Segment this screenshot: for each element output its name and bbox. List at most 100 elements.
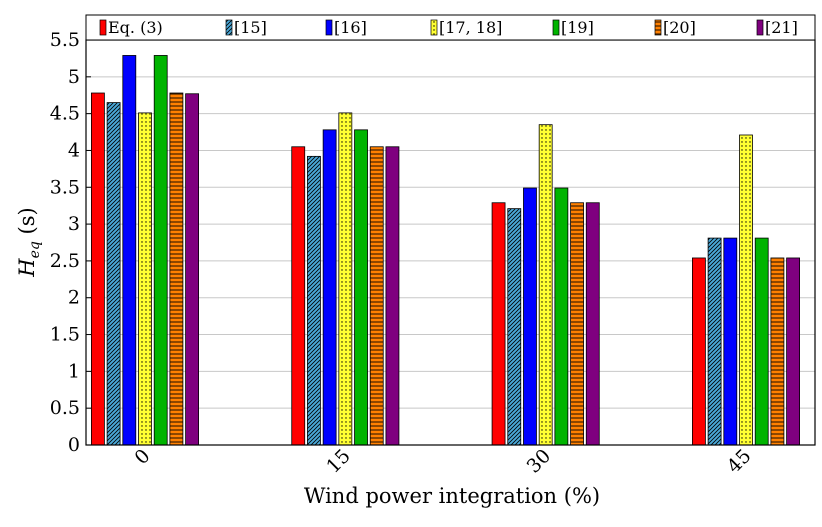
bar-fill <box>523 188 537 445</box>
bar <box>91 92 105 446</box>
legend-label: [20] <box>663 18 696 37</box>
y-tick-label: 4.5 <box>50 103 80 125</box>
bar-fill <box>492 202 506 445</box>
legend-item: [20] <box>654 18 696 37</box>
legend-swatch <box>326 20 332 35</box>
bar-pattern <box>570 202 584 445</box>
bar <box>385 146 400 446</box>
y-axis-title-unit: (s) <box>15 207 39 241</box>
bar <box>507 208 522 446</box>
bar-fill <box>554 188 568 445</box>
bar-fill <box>91 93 105 445</box>
bar-fill <box>154 55 168 446</box>
bar-fill <box>786 257 800 445</box>
legend-item: [16] <box>325 18 367 37</box>
grid-lines <box>86 76 815 409</box>
bar <box>692 257 706 446</box>
legend-swatch <box>553 20 559 35</box>
legend-item: [17, 18] <box>430 18 502 37</box>
y-tick-label: 5.5 <box>50 29 80 51</box>
bar-pattern <box>539 124 553 445</box>
bar <box>491 202 506 446</box>
y-tick-label: 1 <box>68 360 80 382</box>
legend-item: [19] <box>552 18 594 37</box>
y-tick-label: 1.5 <box>50 324 80 346</box>
bar-fill <box>723 238 737 445</box>
bar <box>739 134 753 446</box>
bar-pattern <box>739 134 753 445</box>
bar-fill <box>354 129 368 445</box>
y-axis-title: Heq (s) <box>15 207 43 277</box>
bar-pattern <box>307 156 321 445</box>
y-tick-label: 2 <box>68 287 80 309</box>
x-axis-title: Wind power integration (%) <box>304 484 600 508</box>
bar <box>538 124 553 446</box>
legend-swatch-outline <box>325 19 333 36</box>
legend-swatch-pattern <box>226 20 232 35</box>
legend-swatch <box>757 20 763 35</box>
legend-swatch-outline <box>99 19 107 36</box>
bar <box>723 237 738 446</box>
bar <box>523 187 537 446</box>
x-tick-label: 15 <box>322 445 355 478</box>
legend-swatch-outline <box>430 19 438 36</box>
axes: 0 0.5 1 1.5 2 2.5 3 3.5 4 4.5 5 5.5 0 15 30 45 <box>50 29 816 478</box>
bar-fill <box>122 55 136 446</box>
y-axis-title-symbol: H <box>15 258 39 278</box>
bar <box>369 146 384 446</box>
bar <box>322 129 337 446</box>
y-tick-label: 2.5 <box>50 250 80 272</box>
legend-swatch-pattern <box>431 20 437 35</box>
legend: Eq. (3) [15] [16] [17, 18] [19] [20] [21] <box>85 14 816 41</box>
bar <box>570 202 584 446</box>
bar <box>585 202 600 446</box>
legend-item: [15] <box>225 18 267 37</box>
legend-label: [19] <box>561 18 594 37</box>
y-tick-label: 4 <box>68 139 80 161</box>
bar <box>153 55 168 446</box>
legend-label: Eq. (3) <box>108 18 163 37</box>
legend-swatch-pattern <box>655 20 661 35</box>
bar-fill <box>323 129 337 445</box>
bar <box>122 55 137 446</box>
y-tick-label: 0 <box>68 434 80 456</box>
y-tick-label: 5 <box>68 66 80 88</box>
bar <box>707 237 722 446</box>
bar-fill <box>586 202 600 445</box>
y-tick-label: 3 <box>68 213 80 235</box>
bar-fill <box>755 238 769 445</box>
x-tick-label: 30 <box>523 445 556 478</box>
bar-pattern <box>507 208 521 445</box>
legend-swatch-outline <box>552 19 560 36</box>
bar-fill <box>385 146 399 446</box>
legend-swatch <box>100 20 106 35</box>
bar-pattern <box>770 257 784 445</box>
bar-fill <box>185 93 199 445</box>
x-tick-label: 0 <box>130 445 154 469</box>
legend-label: [17, 18] <box>439 18 502 37</box>
bar <box>770 257 785 446</box>
y-tick-label: 3.5 <box>50 176 80 198</box>
legend-swatch-outline <box>225 19 233 36</box>
x-tick-label: 45 <box>723 445 756 478</box>
bar <box>169 92 184 446</box>
bar-fill <box>291 146 305 446</box>
bar-fill <box>692 257 706 445</box>
bar <box>138 112 152 446</box>
bar <box>354 129 368 446</box>
bar <box>554 187 569 446</box>
bar-pattern <box>708 238 722 445</box>
legend-item: [21] <box>756 18 798 37</box>
bar-pattern <box>338 112 352 446</box>
bar <box>185 93 200 446</box>
bar-pattern <box>138 112 152 446</box>
legend-box <box>85 14 816 41</box>
y-axis-title-subscript: eq <box>27 241 43 258</box>
legend-swatch-outline <box>756 19 764 36</box>
bar <box>338 112 353 446</box>
bar-pattern <box>107 102 121 445</box>
legend-swatch-outline <box>654 19 662 36</box>
legend-item: Eq. (3) <box>99 18 163 37</box>
